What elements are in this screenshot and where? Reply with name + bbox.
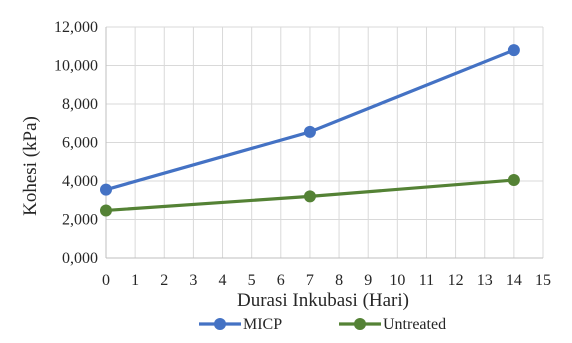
x-tick-label: 6 xyxy=(277,272,285,289)
x-tick-label: 13 xyxy=(477,272,493,289)
y-axis-title: Kohesi (kPa) xyxy=(20,116,41,216)
data-point xyxy=(507,44,520,57)
legend-swatch-marker xyxy=(354,318,366,330)
x-tick-label: 9 xyxy=(364,272,372,289)
data-point xyxy=(100,183,112,196)
y-tick-label: 6,000 xyxy=(62,135,98,152)
x-tick-label: 7 xyxy=(306,272,314,289)
x-tick-label: 8 xyxy=(335,272,343,289)
gridlines xyxy=(106,26,544,258)
x-tick-label: 2 xyxy=(160,272,168,289)
y-tick-label: 4,000 xyxy=(62,173,98,190)
x-tick-label: 4 xyxy=(219,272,227,289)
x-axis-title: Durasi Inkubasi (Hari) xyxy=(237,290,409,311)
legend-item-untreated: Untreated xyxy=(339,316,446,333)
x-tick-label: 12 xyxy=(448,272,464,289)
data-point xyxy=(507,174,520,187)
y-tick-labels: 0,000 2,000 4,000 6,000 8,000 10,000 12,000 xyxy=(54,19,98,267)
legend: MICP Untreated xyxy=(199,316,446,333)
y-tick-label: 10,000 xyxy=(54,58,98,75)
x-tick-label: 15 xyxy=(535,272,551,289)
series-micp xyxy=(100,44,520,196)
y-tick-label: 0,000 xyxy=(62,250,98,267)
legend-item-micp: MICP xyxy=(199,316,282,333)
series-untreated xyxy=(100,174,520,217)
x-tick-label: 14 xyxy=(506,272,522,289)
legend-label: MICP xyxy=(243,316,282,333)
legend-swatch-marker xyxy=(214,318,226,330)
data-point xyxy=(100,204,112,217)
y-tick-label: 12,000 xyxy=(54,19,98,36)
x-tick-label: 10 xyxy=(389,272,405,289)
x-tick-label: 5 xyxy=(248,272,256,289)
legend-label: Untreated xyxy=(383,316,446,333)
x-tick-labels: 0 1 2 3 4 5 6 7 8 9 10 11 12 13 14 15 xyxy=(102,272,551,289)
y-tick-label: 2,000 xyxy=(62,212,98,229)
data-point xyxy=(303,190,316,203)
x-tick-label: 3 xyxy=(189,272,197,289)
x-tick-label: 11 xyxy=(419,272,434,289)
series xyxy=(100,44,520,217)
axes xyxy=(105,27,543,259)
x-tick-label: 0 xyxy=(102,272,110,289)
y-tick-label: 8,000 xyxy=(62,96,98,113)
x-tick-label: 1 xyxy=(131,272,139,289)
data-point xyxy=(303,125,316,138)
